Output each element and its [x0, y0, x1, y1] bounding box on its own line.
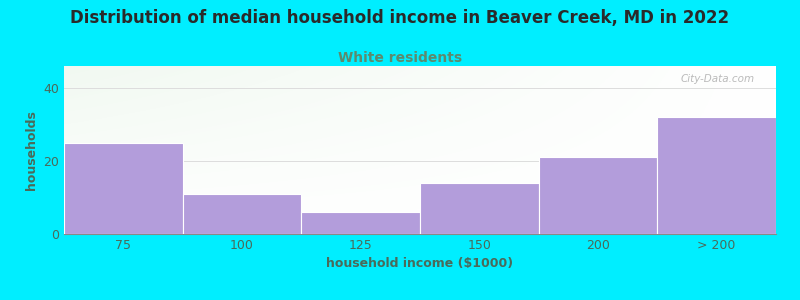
Bar — [420, 183, 538, 234]
Bar — [302, 212, 420, 234]
Bar — [658, 117, 776, 234]
Text: Distribution of median household income in Beaver Creek, MD in 2022: Distribution of median household income … — [70, 9, 730, 27]
Y-axis label: households: households — [25, 110, 38, 190]
X-axis label: household income ($1000): household income ($1000) — [326, 257, 514, 270]
Text: City-Data.com: City-Data.com — [681, 74, 754, 84]
Bar — [538, 157, 658, 234]
Text: White residents: White residents — [338, 51, 462, 65]
Bar — [64, 143, 182, 234]
Bar — [182, 194, 302, 234]
